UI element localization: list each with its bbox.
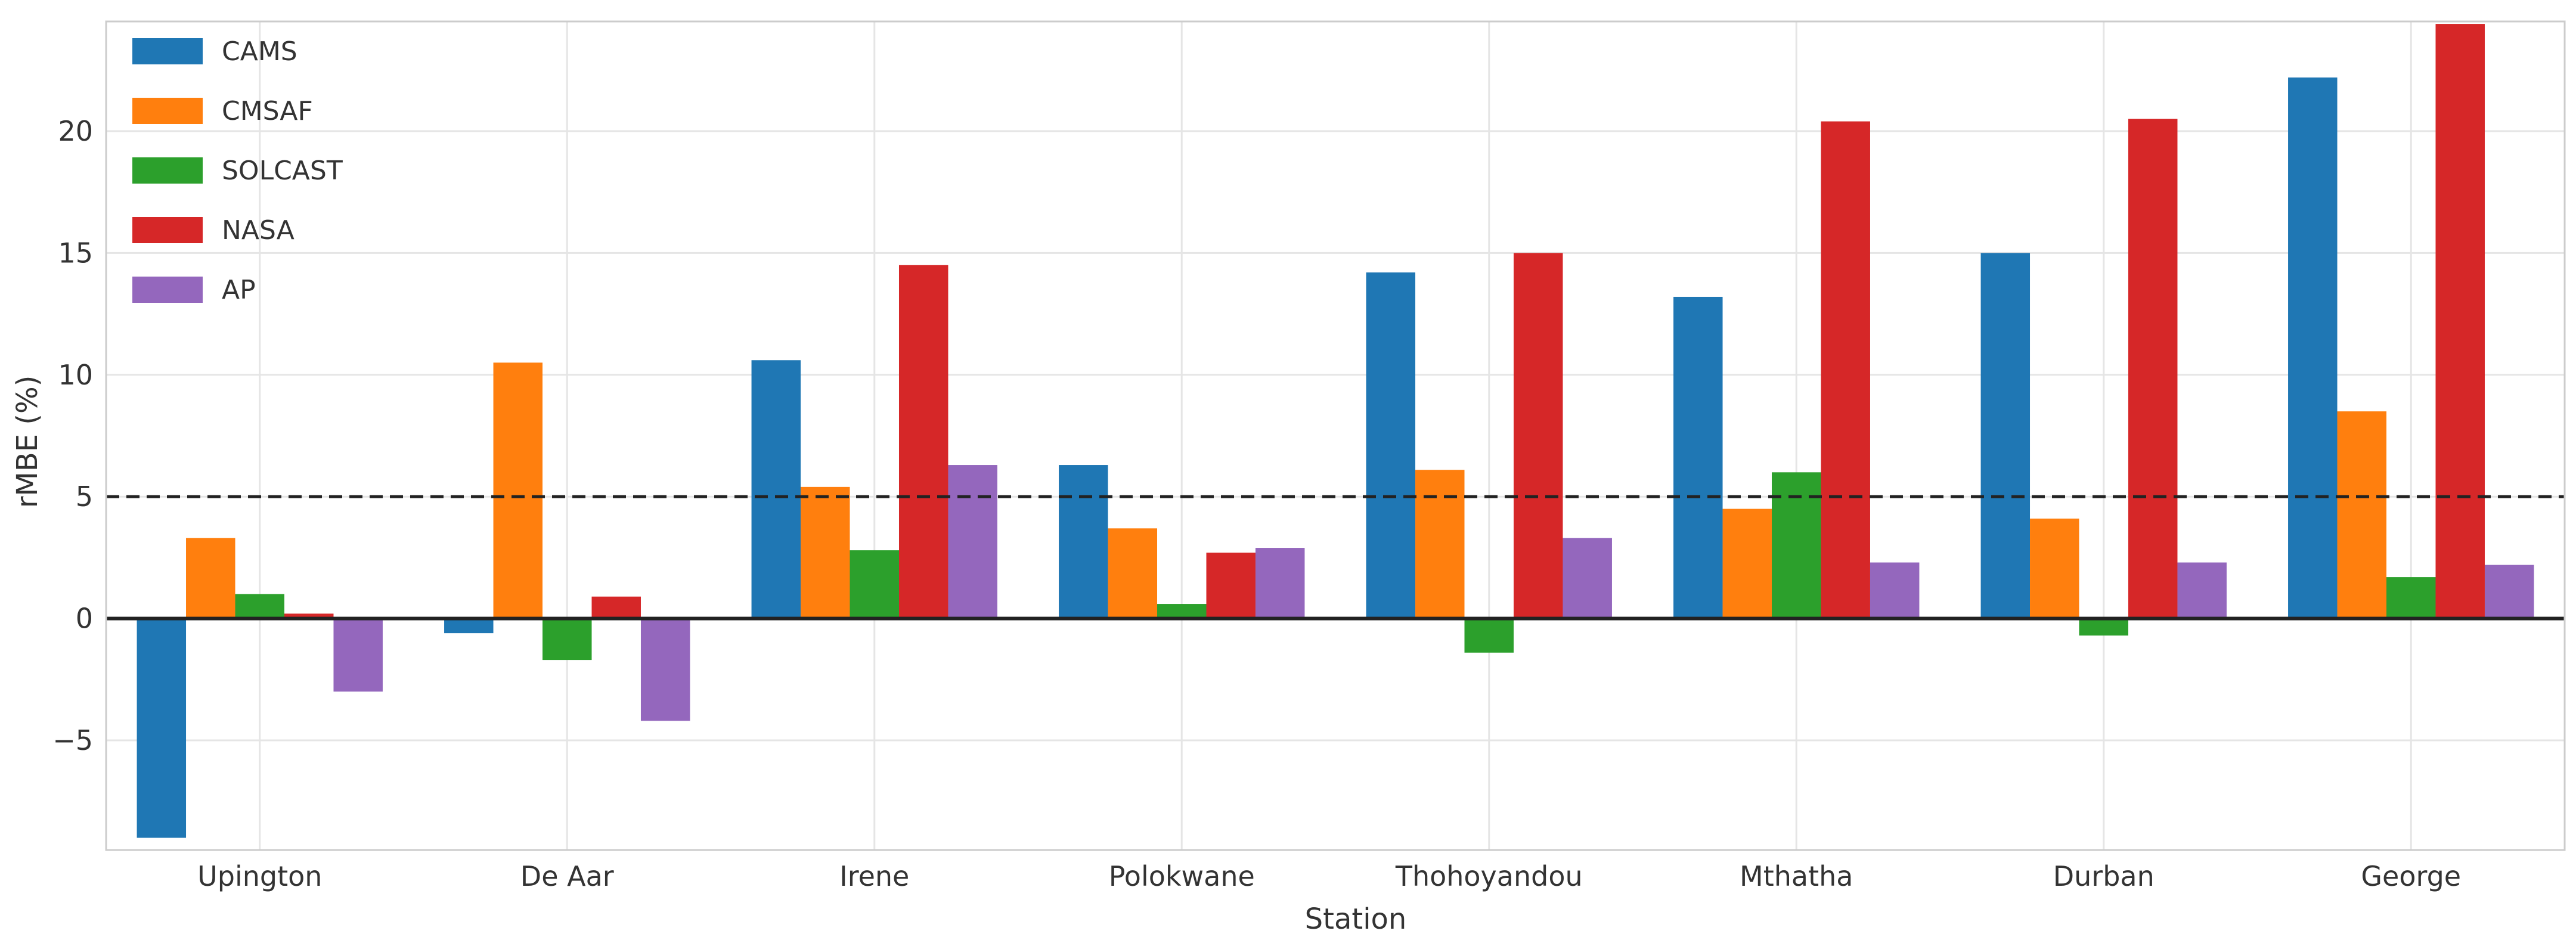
bar-solcast-de-aar	[543, 618, 592, 660]
y-tick-label: 10	[58, 359, 93, 391]
plot-frame	[105, 20, 2566, 851]
y-tick-labels: −5 0 5 10 15 20	[52, 115, 93, 756]
legend-label-solcast: SOLCAST	[222, 156, 343, 186]
bar-ap-durban	[2177, 562, 2227, 619]
legend-label-cams: CAMS	[222, 36, 297, 67]
bar-nasa-irene	[898, 265, 948, 619]
x-tick-label: Thohoyandou	[1395, 860, 1583, 892]
y-tick-label: 5	[76, 480, 93, 513]
x-tick-label: Mthatha	[1740, 860, 1853, 892]
x-tick-labels: Upington De Aar Irene Polokwane Thohoyandou M…	[197, 860, 2461, 892]
bar-ap-george	[2484, 564, 2534, 619]
bar-solcast-george	[2386, 577, 2436, 619]
legend-swatch-cams	[132, 38, 203, 64]
bar-cams-irene	[751, 360, 801, 619]
bar-nasa-durban	[2128, 119, 2178, 619]
bar-cmsaf-de-aar	[493, 362, 543, 619]
bar-cams-mthatha	[1673, 296, 1723, 619]
bar-solcast-mthatha	[1772, 472, 1821, 619]
bar-ap-polokwane	[1255, 548, 1305, 619]
bar-cams-de-aar	[444, 618, 494, 634]
reference-lines	[106, 495, 2565, 621]
x-tick-label: Irene	[839, 860, 909, 892]
bar-nasa-upington	[284, 613, 334, 619]
legend: CAMS CMSAF SOLCAST NASA AP	[132, 36, 343, 305]
y-tick-label: 15	[58, 237, 93, 269]
bar-nasa-george	[2435, 24, 2485, 619]
legend-swatch-ap	[132, 277, 203, 303]
y-tick-label: −5	[52, 724, 93, 756]
bar-ap-de-aar	[640, 618, 690, 721]
bar-cmsaf-george	[2337, 411, 2387, 619]
y-tick-label: 0	[76, 603, 93, 635]
bar-cmsaf-durban	[2030, 519, 2079, 619]
bar-cmsaf-mthatha	[1722, 508, 1772, 619]
bar-solcast-polokwane	[1157, 604, 1207, 619]
bar-nasa-mthatha	[1821, 121, 1870, 619]
legend-swatch-solcast	[132, 157, 203, 184]
x-tick-label: Upington	[197, 860, 322, 892]
legend-label-nasa: NASA	[222, 215, 295, 246]
bar-ap-thohoyandou	[1563, 538, 1612, 619]
legend-label-ap: AP	[222, 275, 256, 305]
bar-cams-upington	[137, 618, 187, 838]
bar-cmsaf-upington	[186, 538, 235, 619]
y-axis-label: rMBE (%)	[11, 376, 44, 508]
bar-cmsaf-polokwane	[1108, 528, 1158, 619]
bar-ap-irene	[948, 465, 997, 619]
x-tick-label: De Aar	[520, 860, 614, 892]
legend-swatch-nasa	[132, 217, 203, 243]
bars	[137, 24, 2534, 838]
bar-ap-mthatha	[1870, 562, 1920, 619]
x-axis-label: Station	[1305, 902, 1407, 936]
bar-ap-upington	[333, 618, 383, 692]
bar-cams-george	[2288, 77, 2338, 619]
x-tick-label: George	[2361, 860, 2461, 892]
bar-cams-durban	[1980, 253, 2031, 619]
bar-cmsaf-irene	[801, 486, 850, 619]
bar-cmsaf-thohoyandou	[1415, 470, 1465, 619]
x-tick-label: Durban	[2053, 860, 2155, 892]
x-tick-label: Polokwane	[1109, 860, 1255, 892]
legend-swatch-cmsaf	[132, 98, 203, 124]
bar-cams-polokwane	[1059, 465, 1108, 619]
y-tick-label: 20	[58, 115, 93, 147]
bar-solcast-durban	[2079, 618, 2128, 636]
bar-cams-thohoyandou	[1366, 272, 1416, 619]
bar-solcast-thohoyandou	[1464, 618, 1514, 653]
bar-solcast-upington	[235, 594, 284, 619]
bar-solcast-irene	[850, 550, 899, 619]
bar-nasa-de-aar	[591, 596, 641, 619]
bar-nasa-thohoyandou	[1513, 253, 1563, 619]
legend-label-cmsaf: CMSAF	[222, 96, 313, 126]
bar-nasa-polokwane	[1206, 553, 1256, 619]
